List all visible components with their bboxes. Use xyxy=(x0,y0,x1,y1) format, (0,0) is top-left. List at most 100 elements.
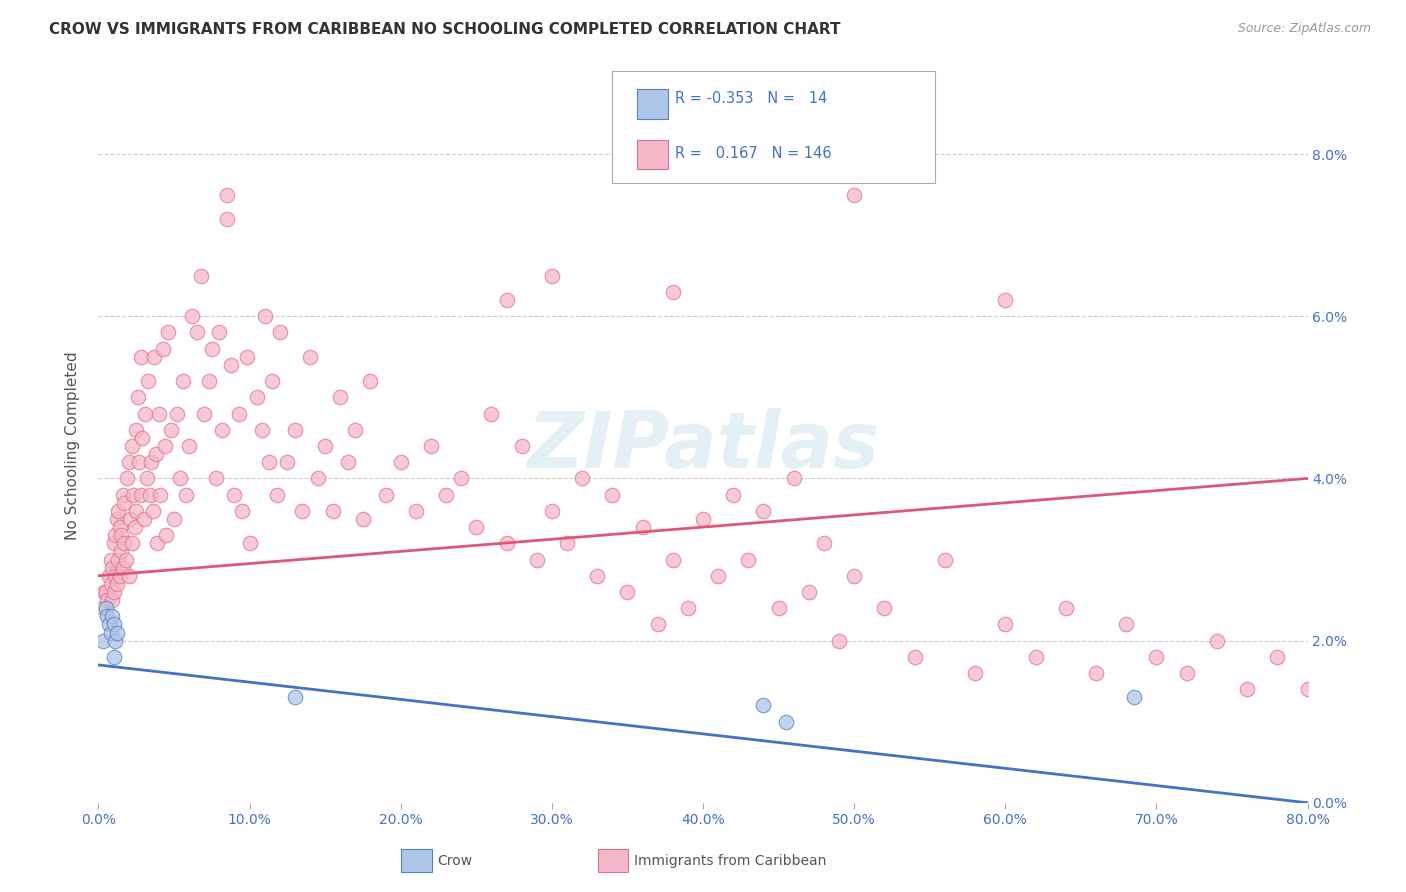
Point xyxy=(104,528,127,542)
Point xyxy=(179,439,201,453)
Y-axis label: No Schooling Completed: No Schooling Completed xyxy=(65,351,80,541)
Point xyxy=(1267,649,1289,664)
Point xyxy=(602,488,624,502)
Point xyxy=(495,536,517,550)
Text: R = -0.353   N =   14: R = -0.353 N = 14 xyxy=(675,91,827,105)
Point xyxy=(190,268,212,283)
Point xyxy=(112,536,135,550)
Point xyxy=(291,504,314,518)
Point xyxy=(904,649,927,664)
Point xyxy=(389,455,412,469)
Point xyxy=(631,520,654,534)
Point xyxy=(131,431,153,445)
Point xyxy=(994,293,1017,307)
Point xyxy=(107,552,129,566)
Point xyxy=(420,439,443,453)
Point xyxy=(813,536,835,550)
Point xyxy=(676,601,699,615)
Point xyxy=(115,471,138,485)
Point xyxy=(108,568,131,582)
Point xyxy=(235,350,257,364)
Point xyxy=(103,536,125,550)
Point xyxy=(186,326,208,340)
Point xyxy=(103,585,125,599)
Text: Crow: Crow xyxy=(437,854,472,868)
Point xyxy=(994,617,1017,632)
Point xyxy=(228,407,250,421)
Point xyxy=(111,560,134,574)
Point xyxy=(208,326,231,340)
Point xyxy=(160,423,183,437)
Point xyxy=(336,455,359,469)
Point xyxy=(146,536,169,550)
Point xyxy=(100,577,122,591)
Point xyxy=(707,568,730,582)
Point xyxy=(510,439,533,453)
Point xyxy=(103,649,125,664)
Point xyxy=(1144,649,1167,664)
Point xyxy=(110,528,132,542)
Point xyxy=(1122,690,1144,705)
Point xyxy=(481,407,503,421)
Point xyxy=(118,455,141,469)
Point xyxy=(96,609,118,624)
Point xyxy=(125,504,148,518)
Point xyxy=(844,568,866,582)
Point xyxy=(783,471,806,485)
Point xyxy=(284,423,307,437)
Point xyxy=(124,520,146,534)
Point xyxy=(141,455,163,469)
Point xyxy=(111,488,134,502)
Point xyxy=(1115,617,1137,632)
Point xyxy=(139,488,162,502)
Point xyxy=(434,488,457,502)
Point xyxy=(692,512,714,526)
Point xyxy=(153,439,176,453)
Point xyxy=(1236,682,1258,697)
Point xyxy=(197,374,219,388)
Point xyxy=(299,350,322,364)
Point xyxy=(134,407,156,421)
Point xyxy=(1296,682,1319,697)
Point xyxy=(143,350,166,364)
Point xyxy=(98,617,121,632)
Point xyxy=(250,423,273,437)
Point xyxy=(344,423,367,437)
Point xyxy=(149,488,172,502)
Point xyxy=(965,666,987,681)
Point xyxy=(105,577,128,591)
Point xyxy=(107,504,129,518)
Text: CROW VS IMMIGRANTS FROM CARIBBEAN NO SCHOOLING COMPLETED CORRELATION CHART: CROW VS IMMIGRANTS FROM CARIBBEAN NO SCH… xyxy=(49,22,841,37)
Point xyxy=(122,488,145,502)
Point xyxy=(96,593,118,607)
Point xyxy=(211,423,233,437)
Point xyxy=(224,488,246,502)
Point xyxy=(1085,666,1108,681)
Point xyxy=(405,504,427,518)
Point xyxy=(768,601,790,615)
Point xyxy=(181,310,204,324)
Point xyxy=(169,471,191,485)
Point xyxy=(661,285,683,299)
Point xyxy=(221,358,243,372)
Point xyxy=(135,471,157,485)
Point xyxy=(465,520,488,534)
Point xyxy=(844,187,866,202)
Point xyxy=(105,512,128,526)
Point xyxy=(246,390,269,404)
Point xyxy=(114,552,136,566)
Point xyxy=(257,455,280,469)
Point xyxy=(314,439,336,453)
Point xyxy=(174,488,197,502)
Text: Source: ZipAtlas.com: Source: ZipAtlas.com xyxy=(1237,22,1371,36)
Point xyxy=(284,690,307,705)
Point xyxy=(93,585,115,599)
Point xyxy=(91,633,114,648)
Point xyxy=(132,512,155,526)
Point xyxy=(91,601,114,615)
Point xyxy=(450,471,472,485)
Point xyxy=(752,504,775,518)
Point xyxy=(616,585,638,599)
Point xyxy=(121,439,143,453)
Point xyxy=(495,293,517,307)
